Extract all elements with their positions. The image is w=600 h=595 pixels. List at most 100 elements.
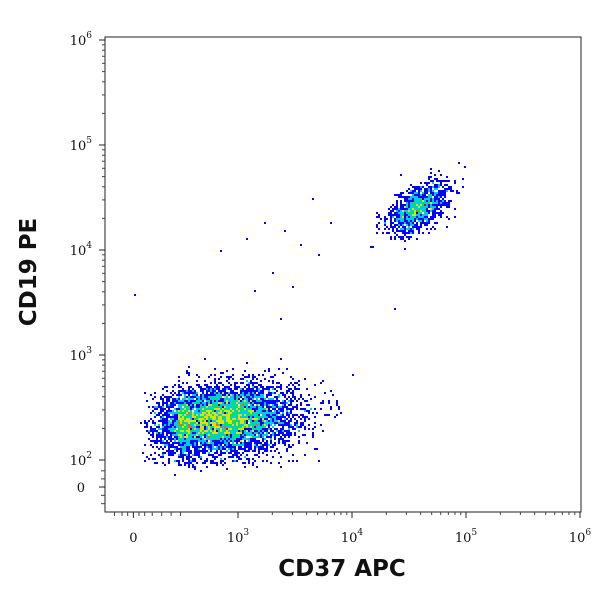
event-pixel (250, 426, 252, 428)
event-pixel (176, 416, 178, 418)
event-pixel (170, 438, 172, 440)
event-pixel (430, 206, 432, 208)
event-pixel (254, 446, 256, 448)
event-pixel (252, 440, 254, 442)
event-pixel (266, 412, 268, 414)
event-pixel (230, 456, 232, 458)
event-pixel (188, 418, 190, 420)
event-pixel (246, 428, 248, 430)
event-pixel (182, 444, 184, 446)
event-pixel (218, 438, 220, 440)
event-pixel (160, 428, 162, 430)
event-pixel (278, 462, 280, 464)
event-pixel (282, 394, 284, 396)
event-pixel (190, 456, 192, 458)
event-pixel (242, 436, 244, 438)
event-pixel (172, 422, 174, 424)
event-pixel (396, 220, 398, 222)
event-pixel (278, 410, 280, 412)
event-pixel (392, 230, 394, 232)
event-pixel (190, 400, 192, 402)
event-pixel (172, 406, 174, 408)
event-pixel (218, 420, 220, 422)
event-pixel (168, 414, 170, 416)
event-pixel (188, 454, 190, 456)
event-pixel (196, 412, 198, 414)
event-pixel (258, 422, 260, 424)
event-pixel (430, 218, 432, 220)
event-pixel (308, 428, 310, 430)
event-pixel (188, 416, 190, 418)
event-pixel (152, 436, 154, 438)
event-pixel (162, 432, 164, 434)
event-pixel (232, 390, 234, 392)
event-pixel (150, 412, 152, 414)
event-pixel (424, 214, 426, 216)
event-pixel (162, 436, 164, 438)
event-pixel (212, 388, 214, 390)
event-pixel (150, 394, 152, 396)
event-pixel (412, 186, 414, 188)
event-pixel (220, 394, 222, 396)
event-pixel (172, 410, 174, 412)
event-pixel (230, 402, 232, 404)
event-pixel (232, 418, 234, 420)
event-pixel (214, 444, 216, 446)
event-pixel (418, 204, 420, 206)
event-pixel (288, 422, 290, 424)
event-pixel (240, 426, 242, 428)
event-pixel (262, 414, 264, 416)
event-pixel (234, 418, 236, 420)
event-pixel (436, 206, 438, 208)
event-pixel (220, 416, 222, 418)
event-pixel (194, 452, 196, 454)
event-pixel (204, 460, 206, 462)
event-pixel (230, 420, 232, 422)
event-pixel (252, 420, 254, 422)
event-pixel (250, 420, 252, 422)
event-pixel (210, 424, 212, 426)
event-pixel (264, 410, 266, 412)
event-pixel (294, 432, 296, 434)
event-pixel (438, 196, 440, 198)
event-pixel (214, 428, 216, 430)
event-pixel (164, 418, 166, 420)
event-pixel (198, 422, 200, 424)
event-pixel (214, 368, 216, 370)
event-pixel (184, 422, 186, 424)
event-pixel (288, 428, 290, 430)
event-pixel (258, 434, 260, 436)
event-pixel (234, 398, 236, 400)
event-pixel (266, 418, 268, 420)
event-pixel (308, 418, 310, 420)
event-pixel (408, 210, 410, 212)
y-tick-label: 104 (70, 241, 93, 259)
event-pixel (188, 374, 190, 376)
event-pixel (170, 446, 172, 448)
event-pixel (336, 402, 338, 404)
event-pixel (190, 402, 192, 404)
event-pixel (170, 432, 172, 434)
event-pixel (256, 440, 258, 442)
event-pixel (268, 412, 270, 414)
event-pixel (202, 406, 204, 408)
event-pixel (174, 384, 176, 386)
event-pixel (276, 434, 278, 436)
event-pixel (328, 400, 330, 402)
event-pixel (208, 438, 210, 440)
event-pixel (216, 438, 218, 440)
event-pixel (174, 424, 176, 426)
event-pixel (422, 186, 424, 188)
event-pixel (198, 400, 200, 402)
event-pixel (262, 404, 264, 406)
event-pixel (234, 386, 236, 388)
event-pixel (396, 218, 398, 220)
event-pixel (226, 412, 228, 414)
x-tick-label: 105 (455, 528, 478, 546)
event-pixel (234, 382, 236, 384)
event-pixel (260, 408, 262, 410)
event-pixel (194, 392, 196, 394)
event-pixel (184, 454, 186, 456)
event-pixel (192, 414, 194, 416)
event-pixel (262, 420, 264, 422)
